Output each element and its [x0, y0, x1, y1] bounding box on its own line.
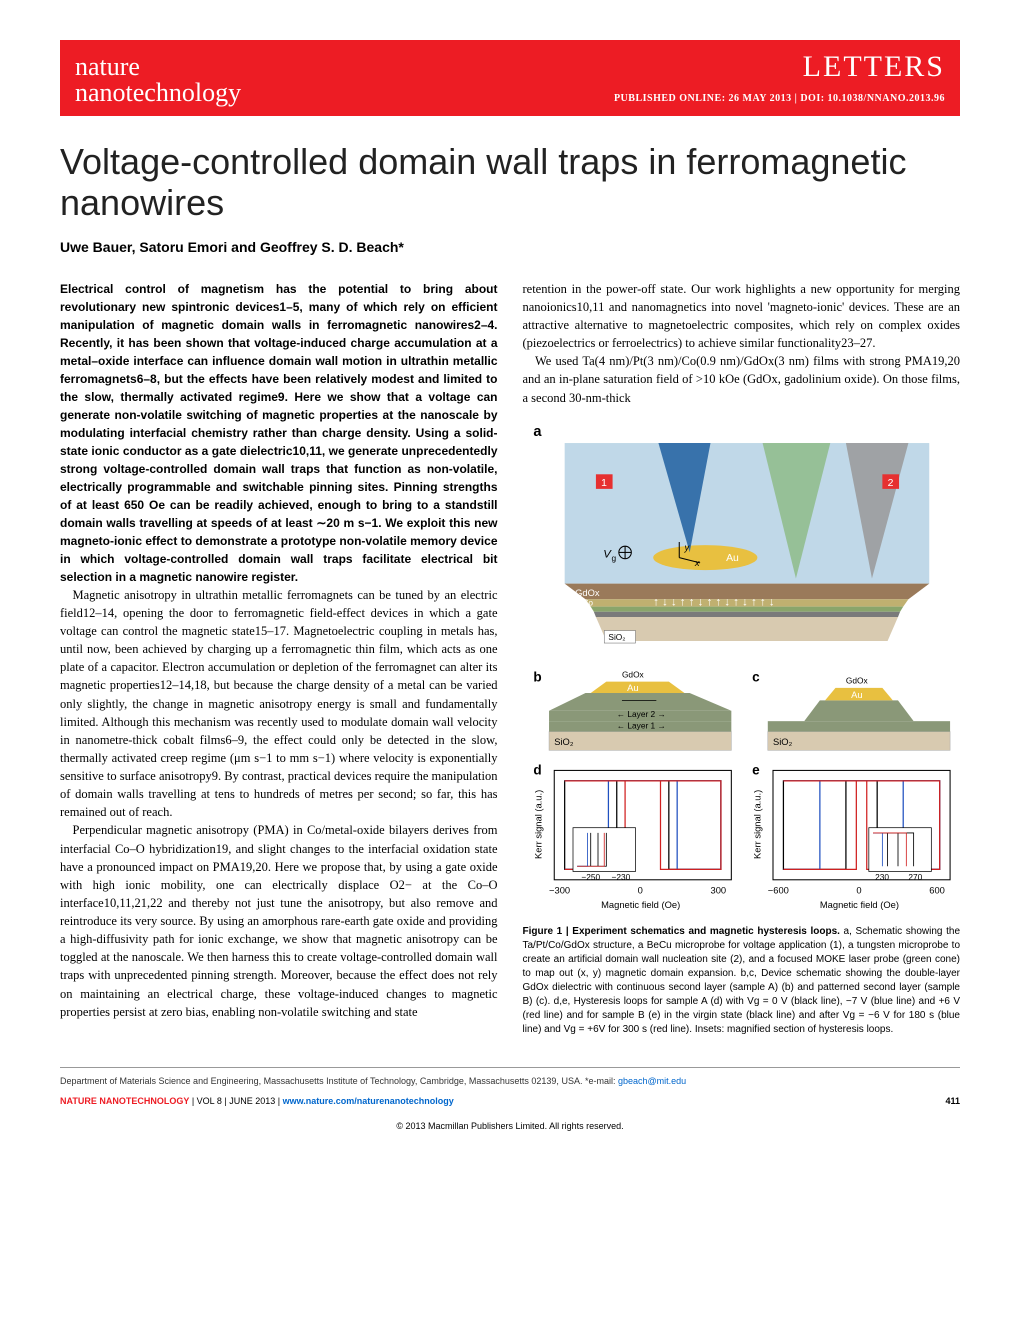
affiliation-text: Department of Materials Science and Engi…	[60, 1076, 618, 1086]
svg-text:2: 2	[887, 477, 893, 488]
caption-body: a, Schematic showing the Ta/Pt/Co/GdOx s…	[523, 926, 961, 1035]
figure-caption: Figure 1 | Experiment schematics and mag…	[523, 925, 961, 1037]
journal-line2: nanotechnology	[75, 80, 241, 106]
left-column: Electrical control of magnetism has the …	[60, 280, 498, 1037]
affiliation-line: Department of Materials Science and Engi…	[60, 1067, 960, 1086]
svg-text:−300: −300	[549, 886, 570, 896]
page-number: 411	[945, 1096, 960, 1106]
svg-text:← Layer 2 →: ← Layer 2 →	[616, 709, 665, 719]
svg-text:d: d	[533, 763, 541, 778]
email-link[interactable]: gbeach@mit.edu	[618, 1076, 686, 1086]
journal-name: nature nanotechnology	[75, 54, 241, 106]
svg-text:1: 1	[601, 477, 607, 488]
svg-text:GdOx: GdOx	[621, 669, 644, 679]
svg-text:↑ ↓ ↓ ↑ ↑ ↓ ↑ ↑ ↓ ↑ ↓ ↑ ↑ ↓: ↑ ↓ ↓ ↑ ↑ ↓ ↑ ↑ ↓ ↑ ↓ ↑ ↑ ↓	[653, 596, 774, 608]
svg-text:Kerr signal (a.u.): Kerr signal (a.u.)	[752, 790, 762, 859]
svg-text:Magnetic field (Oe): Magnetic field (Oe)	[601, 900, 680, 910]
figure-panels-de: d e −250 −230 −300	[523, 760, 961, 916]
svg-text:Kerr signal (a.u.): Kerr signal (a.u.)	[533, 790, 543, 859]
authors: Uwe Bauer, Satoru Emori and Geoffrey S. …	[60, 239, 960, 255]
copyright: © 2013 Macmillan Publishers Limited. All…	[60, 1121, 960, 1131]
header-bar: nature nanotechnology LETTERS PUBLISHED …	[60, 40, 960, 116]
col2-p2: We used Ta(4 nm)/Pt(3 nm)/Co(0.9 nm)/GdO…	[523, 352, 961, 406]
svg-text:0: 0	[856, 886, 861, 896]
article-title: Voltage-controlled domain wall traps in …	[60, 141, 960, 224]
svg-text:SiO₂: SiO₂	[608, 632, 625, 642]
two-column-content: Electrical control of magnetism has the …	[60, 280, 960, 1037]
svg-text:b: b	[533, 669, 541, 684]
svg-text:a: a	[533, 423, 542, 439]
svg-text:← Layer 1 →: ← Layer 1 →	[616, 720, 665, 730]
section-label: LETTERS	[614, 50, 945, 84]
footer-bottom: NATURE NANOTECHNOLOGY | VOL 8 | JUNE 201…	[60, 1096, 960, 1106]
svg-text:Magnetic field (Oe): Magnetic field (Oe)	[819, 900, 898, 910]
footer-left: NATURE NANOTECHNOLOGY | VOL 8 | JUNE 201…	[60, 1096, 454, 1106]
svg-text:270: 270	[908, 872, 922, 882]
svg-text:Au: Au	[726, 552, 739, 563]
right-column: retention in the power-off state. Our wo…	[523, 280, 961, 1037]
svg-text:−250: −250	[581, 872, 600, 882]
footer-url[interactable]: www.nature.com/naturenanotechnology	[283, 1096, 454, 1106]
svg-text:SiO₂: SiO₂	[554, 737, 574, 747]
journal-line1: nature	[75, 54, 241, 80]
svg-text:600: 600	[929, 886, 945, 896]
svg-text:−230: −230	[611, 872, 630, 882]
svg-text:c: c	[752, 669, 760, 684]
pub-info: PUBLISHED ONLINE: 26 MAY 2013 | DOI: 10.…	[614, 93, 945, 104]
svg-text:SiO₂: SiO₂	[773, 737, 793, 747]
svg-text:Au: Au	[851, 690, 862, 700]
figure-panel-a: a GdOx Co Pt Ta SiO₂ Au	[523, 417, 961, 667]
footer-issue: | VOL 8 | JUNE 2013 |	[189, 1096, 282, 1106]
svg-text:300: 300	[710, 886, 726, 896]
header-right: LETTERS PUBLISHED ONLINE: 26 MAY 2013 | …	[614, 50, 945, 106]
figure-1: a GdOx Co Pt Ta SiO₂ Au	[523, 417, 961, 1037]
body-p1: Magnetic anisotropy in ultrathin metalli…	[60, 586, 498, 822]
svg-text:230: 230	[875, 872, 889, 882]
svg-text:e: e	[752, 763, 760, 778]
body-p2: Perpendicular magnetic anisotropy (PMA) …	[60, 821, 498, 1020]
svg-text:Ta: Ta	[587, 614, 596, 624]
svg-text:Au: Au	[627, 683, 638, 693]
svg-text:−600: −600	[767, 886, 788, 896]
svg-text:0: 0	[637, 886, 642, 896]
abstract: Electrical control of magnetism has the …	[60, 280, 498, 586]
footer-journal: NATURE NANOTECHNOLOGY	[60, 1096, 189, 1106]
svg-text:GdOx: GdOx	[845, 675, 868, 685]
caption-title: Figure 1 | Experiment schematics and mag…	[523, 926, 840, 937]
svg-text:g: g	[611, 552, 616, 562]
col2-p1: retention in the power-off state. Our wo…	[523, 280, 961, 353]
figure-panels-bc: b c SiO₂ Au GdOx ← Layer 2 → ← Layer 1 →…	[523, 667, 961, 761]
